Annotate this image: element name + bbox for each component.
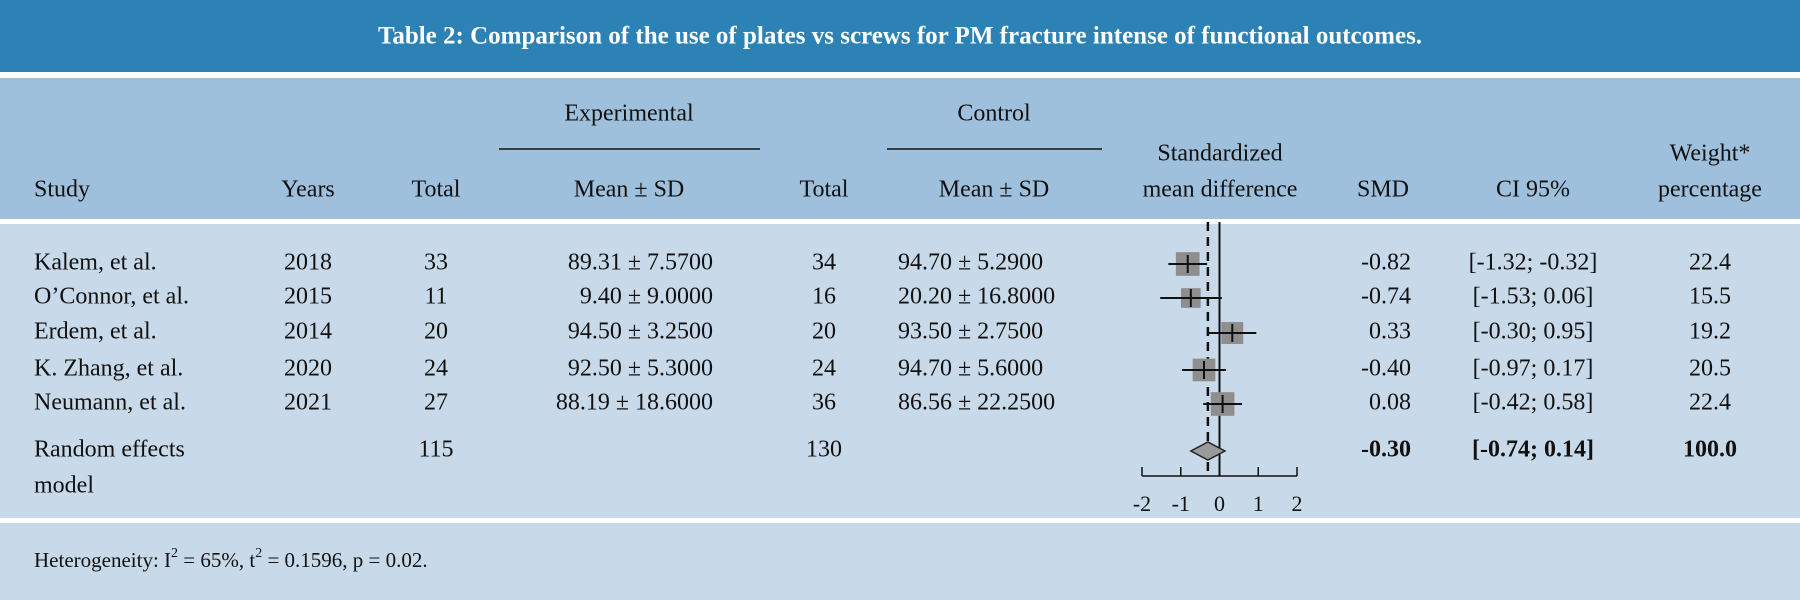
table-cell: 93.50 ± 2.7500 [898,319,1043,345]
table-cell: 24 [812,356,836,382]
superscript: 2 [255,546,262,561]
table-cell: 20 [812,319,836,345]
footer-band [0,523,1800,600]
table-cell: Erdem, et al. [34,319,157,345]
table-cell: K. Zhang, et al. [34,356,183,382]
footer-text: = 0.1596, p = 0.02. [262,548,427,572]
table-cell: [-1.32; -0.32] [1469,250,1598,276]
table-cell: [-0.97; 0.17] [1473,356,1594,382]
table-cell: [-0.42; 0.58] [1473,390,1594,416]
column-header: SMD [1357,177,1409,203]
footer-text: Heterogeneity: I [34,548,171,572]
table-cell: 20.5 [1689,356,1731,382]
forest-tick-label: 2 [1292,491,1303,516]
table-cell: -0.40 [1361,356,1411,382]
summary-cell: 130 [806,437,842,463]
table-cell: 27 [424,390,448,416]
table-cell: -0.82 [1361,250,1411,276]
superscript: 2 [171,546,178,561]
table-cell: 0.08 [1369,390,1411,416]
table-cell: 2014 [284,319,332,345]
forest-tick-label: 1 [1253,491,1264,516]
summary-cell: -0.30 [1361,437,1411,463]
table-cell: 24 [424,356,448,382]
column-header: mean difference [1143,177,1298,203]
body-band [0,224,1800,518]
column-header: Years [281,177,335,203]
table-cell: 94.70 ± 5.2900 [898,250,1043,276]
table-cell: 33 [424,250,448,276]
table-cell: 20.20 ± 16.8000 [898,284,1055,310]
table-cell: 2020 [284,356,332,382]
column-header: Weight* [1670,141,1751,167]
column-header: Standardized [1157,141,1282,167]
table-title: Table 2: Comparison of the use of plates… [378,23,1422,50]
table-cell: 11 [424,284,447,310]
table-cell: O’Connor, et al. [34,284,189,310]
table-cell: -0.74 [1361,284,1411,310]
summary-label: model [34,473,94,499]
summary-cell: [-0.74; 0.14] [1472,437,1594,463]
table-cell: 94.70 ± 5.6000 [898,356,1043,382]
summary-label: Random effects [34,437,185,463]
table-cell: 36 [812,390,836,416]
summary-cell: 115 [418,437,453,463]
table-cell: 16 [812,284,836,310]
table-cell: [-1.53; 0.06] [1473,284,1594,310]
column-header: Study [34,177,90,203]
table-cell: 2021 [284,390,332,416]
table-cell: 19.2 [1689,319,1731,345]
footer-text: = 65%, t [178,548,255,572]
forest-tick-label: -1 [1172,491,1190,516]
table-cell: 20 [424,319,448,345]
group-header: Control [957,101,1031,127]
table-cell: 2018 [284,250,332,276]
table-cell: [-0.30; 0.95] [1473,319,1594,345]
column-header: CI 95% [1496,177,1570,203]
table-cell: Kalem, et al. [34,250,157,276]
column-header: Total [412,177,461,203]
column-header: percentage [1658,177,1762,203]
table-cell: 86.56 ± 22.2500 [898,390,1055,416]
footer-note: Heterogeneity: I2 = 65%, t2 = 0.1596, p … [34,546,428,572]
column-header: Total [800,177,849,203]
table-cell: 88.19 ± 18.6000 [556,390,713,416]
summary-cell: 100.0 [1683,437,1737,463]
table-cell: Neumann, et al. [34,390,186,416]
group-header: Experimental [564,101,694,127]
table-cell: 22.4 [1689,250,1731,276]
pooled-diamond [1189,441,1227,461]
column-header: Mean ± SD [574,177,685,203]
column-header: Mean ± SD [939,177,1050,203]
table-cell: 9.40 ± 9.0000 [580,284,713,310]
table-cell: 2015 [284,284,332,310]
table-cell: 34 [812,250,836,276]
table-cell: 0.33 [1369,319,1411,345]
table-cell: 94.50 ± 3.2500 [568,319,713,345]
title-bar [0,0,1800,72]
table-cell: 89.31 ± 7.5700 [568,250,713,276]
table-cell: 22.4 [1689,390,1731,416]
forest-tick-label: 0 [1214,491,1225,516]
table-cell: 15.5 [1689,284,1731,310]
table-cell: 92.50 ± 5.3000 [568,356,713,382]
forest-tick-label: -2 [1133,491,1151,516]
